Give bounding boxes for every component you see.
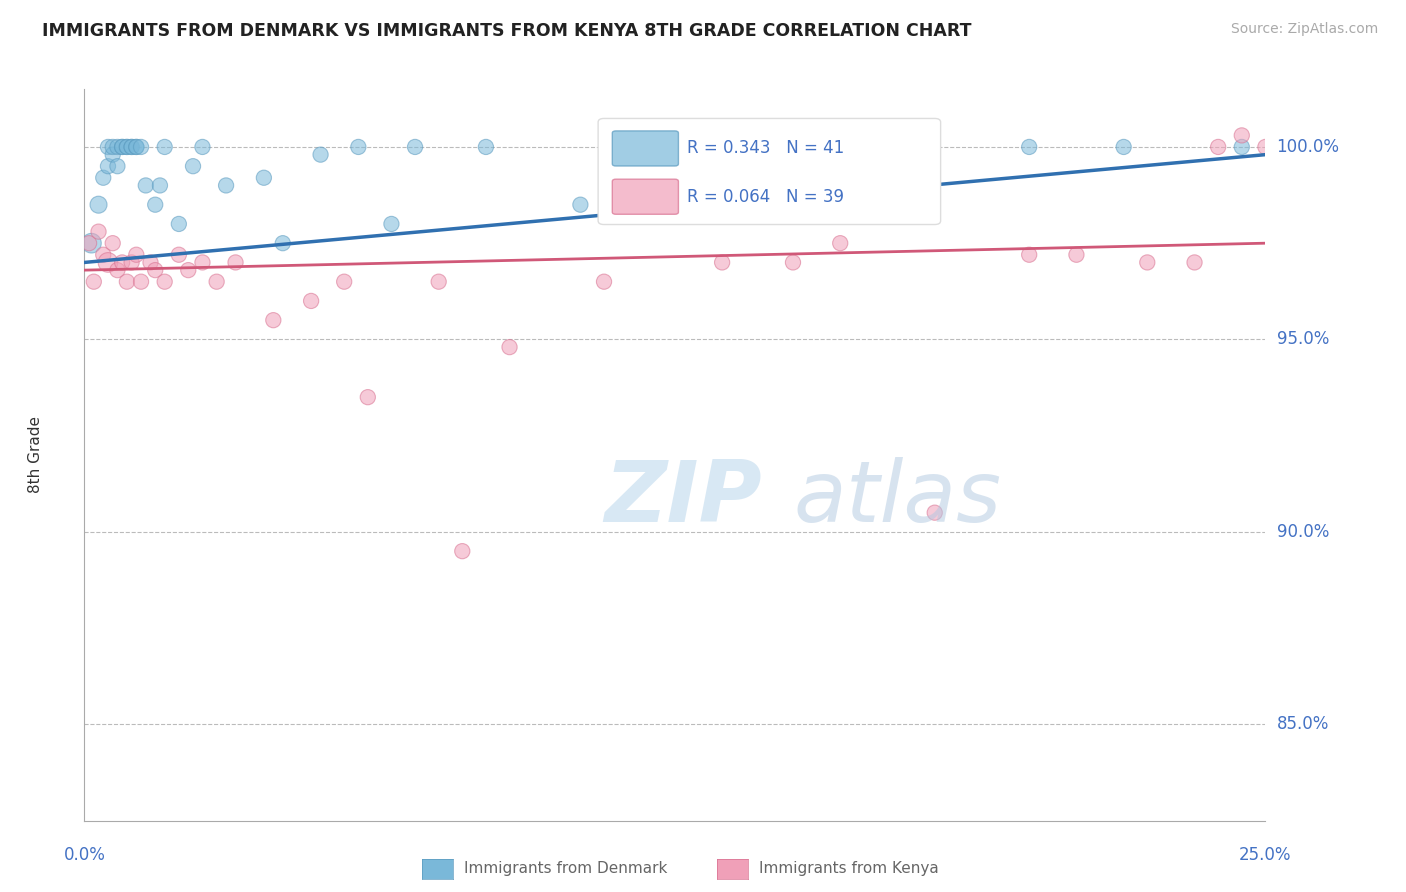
Point xyxy=(427,275,450,289)
Point xyxy=(299,293,322,308)
Point xyxy=(115,275,138,289)
Point xyxy=(1066,248,1088,262)
Point xyxy=(125,248,148,262)
Point xyxy=(167,248,190,262)
Point xyxy=(143,263,166,277)
FancyBboxPatch shape xyxy=(598,119,941,225)
Point xyxy=(262,313,284,327)
Text: 95.0%: 95.0% xyxy=(1277,330,1329,349)
Point xyxy=(1184,255,1206,269)
Point xyxy=(451,544,474,558)
Point xyxy=(129,140,152,154)
Point xyxy=(640,140,662,154)
Point xyxy=(87,197,110,211)
Point xyxy=(80,236,103,251)
Point xyxy=(135,178,157,193)
Text: Immigrants from Kenya: Immigrants from Kenya xyxy=(759,862,939,876)
Point xyxy=(734,140,756,154)
Point xyxy=(900,140,922,154)
Text: ZIP: ZIP xyxy=(605,458,762,541)
Point xyxy=(1018,140,1040,154)
Point xyxy=(111,140,134,154)
Point xyxy=(91,170,114,185)
Point xyxy=(121,140,143,154)
Point xyxy=(806,140,828,154)
Point xyxy=(107,159,129,173)
Point xyxy=(177,263,200,277)
Text: 90.0%: 90.0% xyxy=(1277,523,1329,541)
Point xyxy=(215,178,238,193)
FancyBboxPatch shape xyxy=(612,179,679,214)
Text: Immigrants from Denmark: Immigrants from Denmark xyxy=(464,862,668,876)
Point xyxy=(711,255,734,269)
Point xyxy=(830,236,852,251)
Point xyxy=(569,197,592,211)
Point xyxy=(115,140,138,154)
Point xyxy=(404,140,426,154)
Point xyxy=(225,255,247,269)
Text: 8th Grade: 8th Grade xyxy=(28,417,44,493)
Text: 25.0%: 25.0% xyxy=(1239,846,1292,863)
Point xyxy=(1254,140,1277,154)
Point xyxy=(1206,140,1229,154)
Point xyxy=(782,255,804,269)
Point xyxy=(347,140,370,154)
Point xyxy=(83,275,105,289)
Text: IMMIGRANTS FROM DENMARK VS IMMIGRANTS FROM KENYA 8TH GRADE CORRELATION CHART: IMMIGRANTS FROM DENMARK VS IMMIGRANTS FR… xyxy=(42,22,972,40)
Point xyxy=(271,236,294,251)
Point xyxy=(115,140,138,154)
Point xyxy=(380,217,402,231)
Point xyxy=(111,140,134,154)
Point xyxy=(125,140,148,154)
Point xyxy=(97,255,120,269)
Point xyxy=(309,147,332,161)
Point xyxy=(1136,255,1159,269)
Point xyxy=(139,255,162,269)
Point xyxy=(87,225,110,239)
Point xyxy=(107,263,129,277)
Point xyxy=(125,140,148,154)
FancyBboxPatch shape xyxy=(612,131,679,166)
Text: 100.0%: 100.0% xyxy=(1277,138,1340,156)
Point xyxy=(333,275,356,289)
Point xyxy=(475,140,498,154)
Point xyxy=(121,140,143,154)
Point xyxy=(97,159,120,173)
Point xyxy=(77,236,100,251)
Point xyxy=(129,275,152,289)
Point xyxy=(181,159,204,173)
Point xyxy=(1018,248,1040,262)
Point xyxy=(101,236,124,251)
Point xyxy=(498,340,520,354)
Point xyxy=(149,178,172,193)
Point xyxy=(924,506,946,520)
Point xyxy=(97,140,120,154)
Point xyxy=(153,275,176,289)
Point xyxy=(111,255,134,269)
Point xyxy=(1112,140,1135,154)
Text: R = 0.064   N = 39: R = 0.064 N = 39 xyxy=(686,187,844,206)
Point xyxy=(121,255,143,269)
Point xyxy=(205,275,228,289)
Point xyxy=(253,170,276,185)
Text: atlas: atlas xyxy=(793,458,1001,541)
Text: Source: ZipAtlas.com: Source: ZipAtlas.com xyxy=(1230,22,1378,37)
Point xyxy=(1230,140,1253,154)
Point xyxy=(153,140,176,154)
Text: R = 0.343   N = 41: R = 0.343 N = 41 xyxy=(686,139,844,158)
Point xyxy=(357,390,380,404)
Point xyxy=(107,140,129,154)
Point xyxy=(191,140,214,154)
Text: 85.0%: 85.0% xyxy=(1277,715,1329,733)
Point xyxy=(167,217,190,231)
Point xyxy=(143,197,166,211)
Point xyxy=(91,248,114,262)
Point xyxy=(593,275,616,289)
Point xyxy=(1230,128,1253,143)
Text: 0.0%: 0.0% xyxy=(63,846,105,863)
Point xyxy=(101,147,124,161)
Point xyxy=(101,140,124,154)
Point xyxy=(191,255,214,269)
